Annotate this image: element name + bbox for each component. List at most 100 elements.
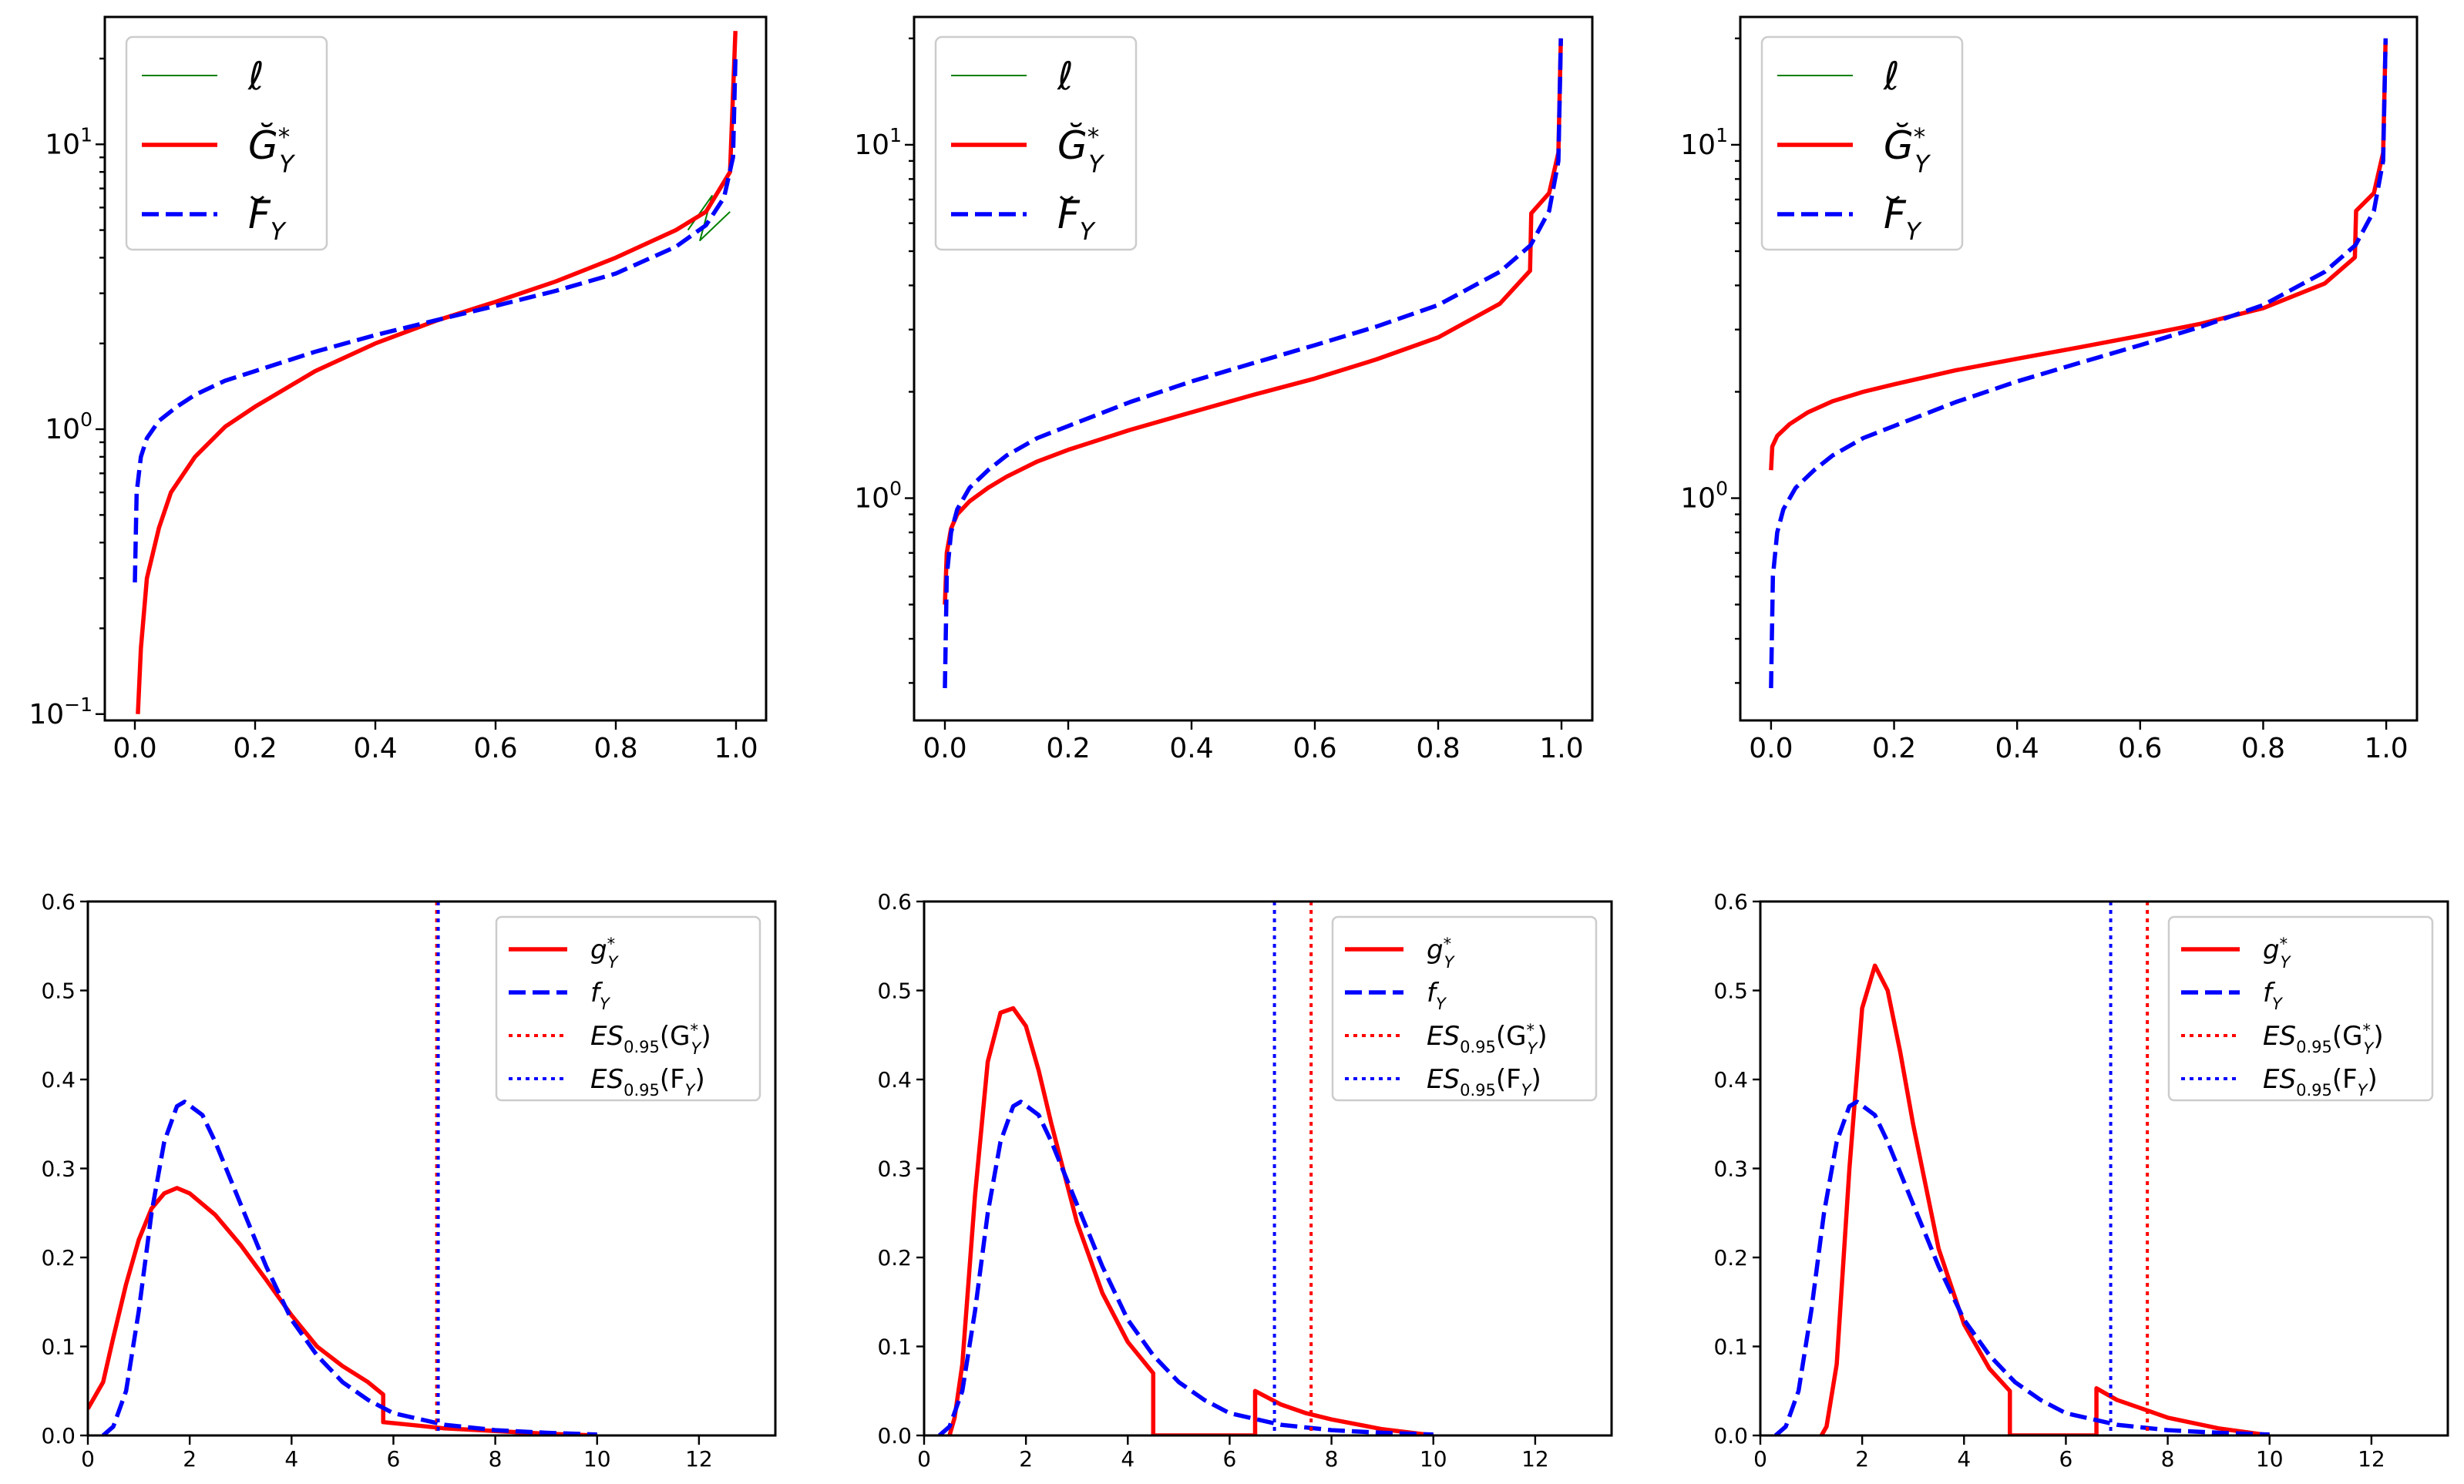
series-line [943, 38, 1563, 689]
y-tick-label: 0.5 [1713, 979, 1748, 1004]
legend-label: g* Y [590, 935, 620, 972]
x-tick-label: 12 [685, 1446, 713, 1472]
legend-label: ES0.95(G* Y) [1427, 1021, 1548, 1058]
series-line [136, 31, 738, 714]
legend-label: Ğ* Y [1884, 123, 1931, 179]
x-tick-label: 0 [81, 1446, 95, 1472]
y-tick-label: 0.5 [877, 979, 912, 1004]
x-tick-label: 2 [183, 1446, 197, 1472]
legend-box [2167, 915, 2434, 1102]
x-tick-label: 0.4 [353, 733, 397, 764]
x-tick-label: 6 [1223, 1446, 1237, 1472]
x-tick-label: 10 [1420, 1446, 1447, 1472]
y-tick-label: 0.0 [877, 1423, 912, 1449]
y-tick-label: 0.0 [41, 1423, 76, 1449]
legend-label: ES0.95(FY) [2263, 1064, 2378, 1100]
legend-label: ES0.95(FY) [1427, 1064, 1541, 1100]
y-tick-label: 100 [45, 408, 92, 445]
x-tick-label: 12 [2358, 1446, 2385, 1472]
plot-area [943, 38, 1563, 689]
x-tick-label: 6 [387, 1446, 401, 1472]
x-tick-label: 1.0 [714, 733, 758, 764]
x-tick-label: 8 [1325, 1446, 1339, 1472]
x-tick-label: 4 [284, 1446, 298, 1472]
y-tick-label: 0.6 [41, 889, 76, 915]
x-tick-label: 0.4 [1169, 733, 1213, 764]
x-tick-label: 10 [583, 1446, 611, 1472]
y-tick-label: 0.4 [877, 1067, 912, 1093]
series-line [1773, 1100, 2270, 1435]
y-tick-label: 101 [854, 124, 902, 161]
x-tick-label: 0.0 [1749, 733, 1793, 764]
axes-frame [1739, 15, 2419, 722]
legend-label: ES0.95(G* Y) [590, 1021, 711, 1058]
legend: ℓ Ğ* Y FY [125, 35, 328, 251]
x-tick-label: 2 [1855, 1446, 1869, 1472]
x-tick-label: 0 [1753, 1446, 1767, 1472]
axes-frame [103, 15, 768, 722]
legend-label: FY [248, 193, 287, 246]
legend-label: ℓ [1057, 54, 1074, 99]
y-tick-label: 0.1 [41, 1335, 76, 1360]
series-line [937, 1100, 1434, 1435]
x-tick-label: 1.0 [1539, 733, 1583, 764]
y-tick-label: 101 [45, 123, 92, 160]
legend-label: ES0.95(FY) [590, 1064, 705, 1100]
y-tick-label: 0.3 [41, 1157, 76, 1182]
y-tick-label: 101 [1680, 124, 1728, 161]
legend: ℓĞ* YFY [1760, 35, 1964, 251]
panel-bottom-middle: 0 2 4 6 8 10 120.00.10.20.30.40.50.6g* YfYES0.9… [877, 889, 1613, 1472]
y-tick-label: 0.3 [877, 1157, 912, 1182]
legend-label: ES0.95(G* Y) [2263, 1021, 2384, 1058]
legend-box [1331, 915, 1598, 1102]
legend-label: ℓ [1883, 54, 1900, 99]
y-tick-label: 0.4 [41, 1067, 76, 1093]
x-tick-label: 0.4 [1995, 733, 2039, 764]
x-tick-label: 0.8 [1416, 733, 1460, 764]
y-tick-label: 10−1 [29, 693, 92, 730]
y-tick-label: 0.1 [1713, 1335, 1748, 1360]
y-tick-label: 0.0 [1713, 1423, 1748, 1449]
x-tick-label: 0.8 [593, 733, 637, 764]
legend-box [125, 35, 328, 251]
legend-label: g* Y [2263, 935, 2292, 972]
axes-frame [913, 15, 1594, 722]
legend-box [1760, 35, 1964, 251]
y-tick-label: 0.6 [1713, 889, 1748, 915]
x-tick-label: 1.0 [2364, 733, 2408, 764]
y-tick-label: 100 [854, 478, 902, 515]
y-tick-label: 0.6 [877, 889, 912, 915]
x-tick-label: 4 [1121, 1446, 1135, 1472]
legend: ℓĞ* YFY [934, 35, 1138, 251]
x-tick-label: 6 [2059, 1446, 2073, 1472]
series-line [1769, 38, 2388, 471]
legend-box [495, 915, 761, 1102]
series-line [1769, 38, 2388, 689]
panel-bottom-right: 0 2 4 6 8 10 120.00.10.20.30.40.50.6g* YfYES0.9… [1713, 889, 2449, 1472]
series-line [943, 38, 1563, 605]
series-line [1819, 963, 2271, 1435]
y-tick-label: 0.2 [877, 1245, 912, 1271]
plot-area [1773, 901, 2271, 1435]
y-tick-label: 0.3 [1713, 1157, 1748, 1182]
breve-mark [1885, 195, 1901, 201]
x-tick-label: 0.6 [1293, 733, 1336, 764]
series-line [133, 58, 738, 583]
plot-area [133, 31, 738, 714]
series-line [947, 1006, 1434, 1435]
series-line [101, 1100, 597, 1435]
x-tick-label: 0.2 [233, 733, 277, 764]
legend-label: ℓ [247, 54, 264, 99]
legend-box [934, 35, 1138, 251]
breve-mark [1059, 195, 1074, 201]
y-tick-label: 0.2 [1713, 1245, 1748, 1271]
x-tick-label: 0.8 [2241, 733, 2285, 764]
series-line [88, 1186, 597, 1435]
x-tick-label: 8 [2161, 1446, 2175, 1472]
breve-mark [250, 195, 265, 201]
legend-label: Ğ* Y [248, 123, 295, 179]
